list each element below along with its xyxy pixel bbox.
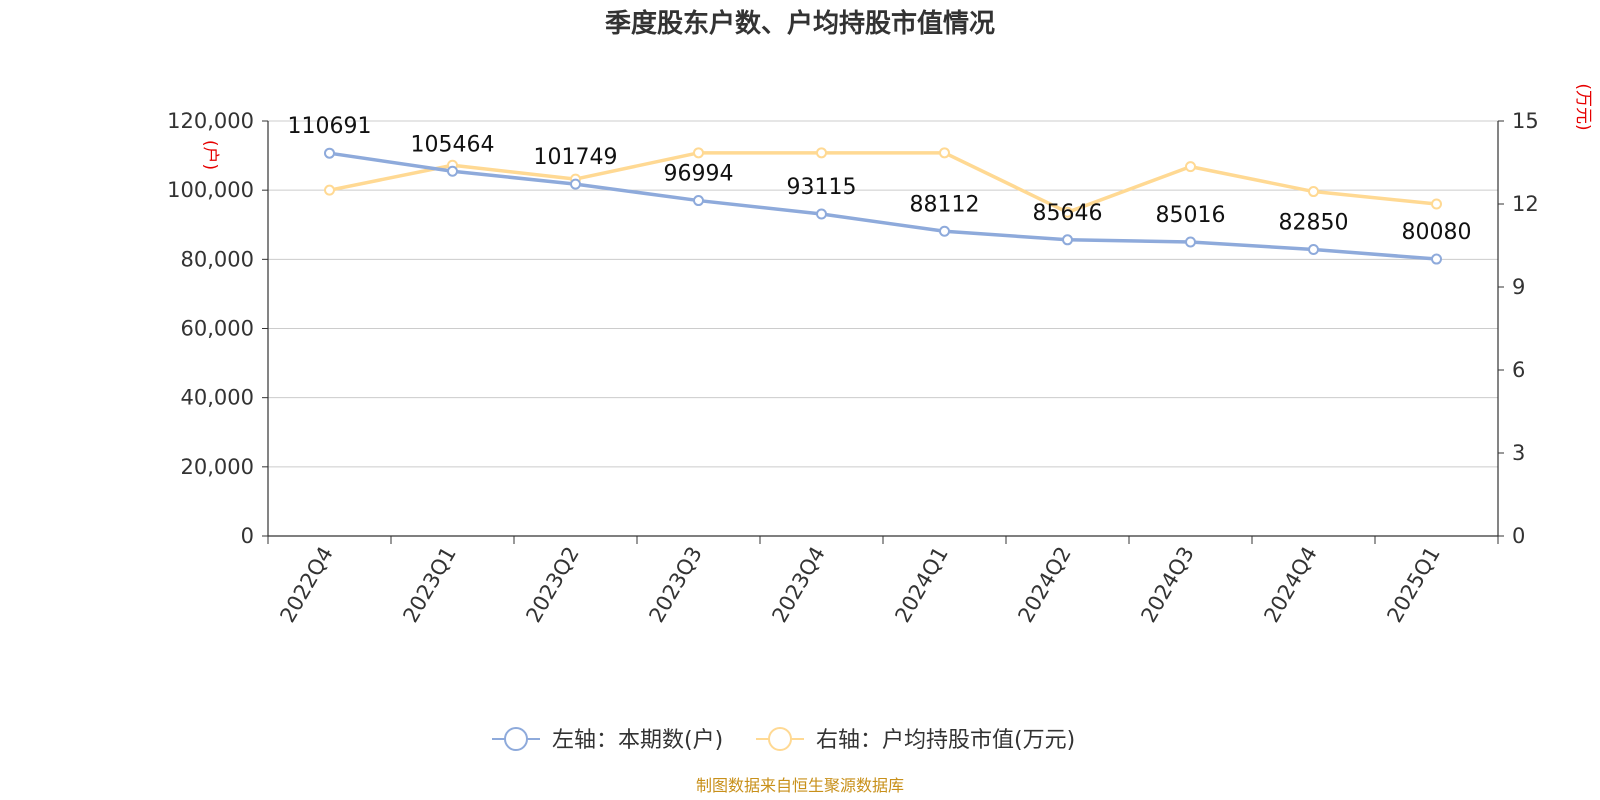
right-axis-unit: (万元) — [1573, 83, 1593, 130]
point-left — [447, 165, 458, 177]
x-tick-label: 2024Q1 — [890, 543, 952, 627]
point-right — [1062, 206, 1073, 218]
x-tick-label: 2024Q3 — [1136, 543, 1198, 627]
legend-item-left[interactable]: 左轴：本期数(户) — [492, 727, 723, 753]
point-right — [816, 147, 827, 159]
point-left — [816, 208, 827, 220]
legend[interactable]: 左轴：本期数(户) 右轴：户均持股市值(万元) — [492, 727, 1075, 753]
legend-label-right: 右轴：户均持股市值(万元) — [816, 728, 1075, 753]
point-left — [1185, 236, 1196, 248]
point-right — [1431, 198, 1442, 210]
point-right — [693, 147, 704, 159]
legend-circle-icon — [504, 727, 528, 751]
left-tick-label: 60,000 — [181, 317, 254, 341]
right-tick-label: 15 — [1512, 109, 1539, 133]
point-right — [939, 147, 950, 159]
data-label: 88112 — [910, 192, 980, 217]
x-tick-label: 2023Q3 — [644, 543, 706, 627]
left-tick-label: 120,000 — [167, 109, 254, 133]
x-tick-label: 2022Q4 — [275, 543, 337, 627]
x-tick-label: 2023Q2 — [521, 543, 583, 627]
left-tick-label: 80,000 — [181, 247, 254, 271]
point-right — [324, 184, 335, 196]
data-label: 96994 — [664, 162, 734, 187]
left-tick-label: 40,000 — [181, 386, 254, 410]
right-tick-label: 0 — [1512, 524, 1525, 548]
data-labels: 110691 105464 101749 96994 93115 88112 85646 85… — [288, 114, 1472, 245]
right-tick-label: 9 — [1512, 275, 1525, 299]
data-label: 110691 — [288, 114, 372, 139]
left-tick-label: 20,000 — [181, 455, 254, 479]
right-tick-label: 3 — [1512, 441, 1525, 465]
data-label: 93115 — [787, 175, 857, 200]
x-tick-label: 2024Q2 — [1013, 543, 1075, 627]
point-left — [570, 178, 581, 190]
series-layer — [324, 147, 1442, 265]
right-tick-label: 6 — [1512, 358, 1525, 382]
point-left — [939, 225, 950, 237]
legend-item-right[interactable]: 右轴：户均持股市值(万元) — [756, 727, 1075, 753]
point-left — [693, 195, 704, 207]
left-axis-ticks: 0 20,000 40,000 60,000 80,000 100,000 120,000 — [167, 109, 268, 548]
point-left — [1308, 243, 1319, 255]
left-axis-unit: (户) — [200, 140, 220, 170]
x-tick-label: 2024Q4 — [1259, 543, 1321, 627]
point-left — [1062, 234, 1073, 246]
grid-lines — [268, 120, 1498, 468]
point-right — [1308, 186, 1319, 198]
data-label: 82850 — [1279, 210, 1349, 235]
x-axis-ticks: 2022Q4 2023Q1 2023Q2 2023Q3 2023Q4 2024Q1 2024… — [267, 536, 1499, 627]
left-tick-label: 0 — [241, 524, 254, 548]
data-label: 85646 — [1033, 201, 1103, 226]
data-label: 101749 — [534, 145, 618, 170]
series-line-right — [329, 151, 1437, 215]
x-tick-label: 2023Q1 — [398, 543, 460, 627]
legend-label-left: 左轴：本期数(户) — [552, 728, 723, 753]
chart-title: 季度股东户数、户均持股市值情况 — [605, 8, 995, 39]
source-note: 制图数据来自恒生聚源数据库 — [696, 776, 904, 795]
point-left — [324, 147, 335, 159]
legend-circle-icon — [768, 727, 792, 751]
x-tick-label: 2025Q1 — [1382, 543, 1444, 627]
data-label: 85016 — [1156, 203, 1226, 228]
left-tick-label: 100,000 — [167, 178, 254, 202]
data-label: 105464 — [411, 132, 495, 157]
point-left — [1431, 253, 1442, 265]
data-label: 80080 — [1402, 220, 1472, 245]
x-tick-label: 2023Q4 — [767, 543, 829, 627]
right-axis-ticks: 0 3 6 9 12 15 — [1498, 109, 1539, 548]
series-line-left — [329, 151, 1437, 261]
point-right — [1185, 161, 1196, 173]
right-tick-label: 12 — [1512, 192, 1539, 216]
